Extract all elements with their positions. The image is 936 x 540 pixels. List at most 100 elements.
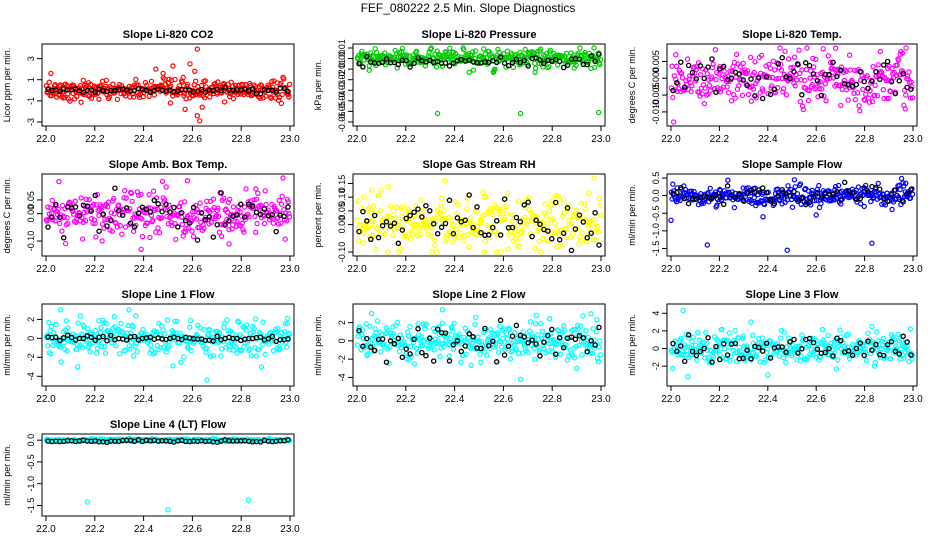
data-point: [377, 208, 383, 214]
reference-point: [838, 67, 844, 74]
data-point: [201, 94, 208, 101]
reference-point: [584, 235, 590, 241]
reference-point: [383, 359, 390, 365]
data-point: [726, 330, 733, 336]
data-point: [394, 319, 400, 326]
reference-point: [462, 217, 468, 223]
data-point: [670, 365, 676, 372]
data-point: [378, 187, 384, 193]
data-point: [390, 208, 397, 214]
x-tick-label: 22.4: [445, 134, 465, 145]
data-point: [869, 98, 876, 105]
data-point: [286, 331, 293, 337]
data-point: [788, 353, 795, 359]
data-point: [67, 98, 73, 104]
reference-point: [756, 75, 762, 81]
data-point: [187, 317, 194, 324]
data-point: [400, 224, 406, 230]
reference-point: [509, 59, 516, 66]
data-point: [61, 340, 67, 346]
data-point: [376, 192, 382, 198]
data-point-outlier: [532, 69, 538, 76]
data-point: [170, 329, 177, 335]
data-point: [597, 61, 603, 68]
data-point: [750, 86, 757, 92]
data-point-outlier: [869, 323, 875, 330]
data-point: [387, 344, 393, 350]
data-point: [420, 208, 426, 214]
reference-point: [834, 73, 840, 80]
data-point: [433, 64, 440, 70]
reference-point: [697, 348, 704, 355]
reference-point: [383, 56, 390, 62]
data-point: [468, 362, 474, 368]
data-point: [273, 207, 279, 213]
data-point: [872, 359, 878, 366]
reference-point: [802, 60, 809, 66]
data-point: [407, 235, 414, 242]
data-point: [592, 216, 599, 223]
reference-point: [179, 336, 185, 343]
data-point: [193, 216, 200, 222]
reference-point: [245, 201, 252, 207]
reference-point: [795, 61, 801, 68]
data-point: [226, 226, 232, 233]
data-point: [716, 340, 722, 346]
data-point: [280, 175, 286, 181]
x-tick-label: 22.6: [183, 394, 203, 405]
data-point: [808, 68, 814, 74]
reference-point: [834, 189, 840, 195]
data-point: [524, 221, 531, 227]
reference-point: [814, 190, 821, 197]
panel-5: Slope Gas Stream RH percent per min. 22.0 2…: [313, 159, 611, 275]
data-point: [195, 209, 202, 216]
data-point: [278, 80, 284, 87]
reference-point: [678, 184, 684, 191]
data-point: [52, 81, 58, 88]
data-point: [243, 322, 250, 328]
reference-point: [806, 62, 813, 69]
reference-point: [446, 63, 453, 69]
data-point: [749, 350, 755, 356]
data-point: [187, 324, 193, 330]
data-point: [57, 344, 64, 350]
data-point: [736, 82, 742, 89]
data-point: [509, 212, 516, 218]
reference-point: [450, 230, 457, 237]
data-point: [88, 215, 95, 222]
panel-10: Slope Line 4 (LT) Flow ml/min per min. 22.…: [2, 419, 300, 535]
reference-point: [799, 92, 805, 98]
reference-point: [857, 68, 864, 75]
data-point: [487, 229, 493, 235]
reference-point: [53, 334, 59, 341]
data-point: [883, 77, 889, 84]
data-point: [57, 220, 63, 227]
reference-point: [873, 341, 879, 348]
data-point: [478, 359, 484, 365]
data-point: [706, 82, 713, 89]
reference-point: [273, 89, 279, 95]
data-point: [745, 91, 752, 98]
data-point: [224, 317, 230, 323]
data-point: [806, 87, 812, 94]
reference-point: [904, 190, 910, 197]
data-point: [744, 68, 751, 74]
reference-point: [697, 63, 704, 69]
data-point: [827, 59, 834, 66]
reference-point: [419, 214, 425, 220]
data-point: [710, 354, 716, 360]
data-point: [695, 329, 701, 336]
data-point-outlier: [160, 70, 166, 77]
reference-point: [556, 334, 563, 341]
data-point-outlier: [869, 240, 875, 246]
reference-point: [194, 237, 201, 243]
data-point: [48, 351, 54, 357]
data-point-outlier: [226, 241, 232, 247]
panel-title: Slope Sample Flow: [742, 159, 843, 171]
reference-point: [249, 86, 256, 92]
reference-point: [560, 230, 567, 237]
plot-frame: [352, 173, 606, 257]
reference-point: [175, 224, 181, 230]
reference-point: [674, 348, 680, 355]
reference-point: [403, 215, 409, 222]
